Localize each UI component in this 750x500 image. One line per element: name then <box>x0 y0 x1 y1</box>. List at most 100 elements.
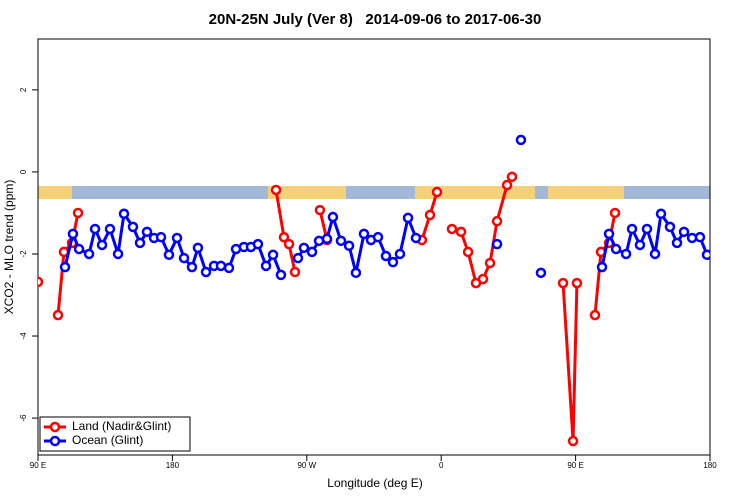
point <box>678 226 690 238</box>
legend-label: Ocean (Glint) <box>72 433 143 447</box>
plot-frame <box>37 38 711 456</box>
point <box>596 261 608 273</box>
x-tick-label: 0 <box>439 461 444 470</box>
point <box>112 248 124 260</box>
point <box>270 184 282 196</box>
point <box>701 249 710 261</box>
point <box>192 242 204 254</box>
point <box>410 232 422 244</box>
point <box>491 215 503 227</box>
point <box>215 260 227 272</box>
point <box>387 256 399 268</box>
point <box>83 248 95 260</box>
point <box>89 223 101 235</box>
x-tick-label: 90 W <box>297 461 316 470</box>
point <box>589 309 601 321</box>
point <box>275 269 287 281</box>
point <box>292 252 304 264</box>
point <box>52 309 64 321</box>
point <box>610 243 622 255</box>
land-strip <box>268 186 346 199</box>
point <box>372 231 384 243</box>
point <box>350 267 362 279</box>
legend-marker <box>49 435 61 447</box>
point <box>557 277 569 289</box>
point <box>141 226 153 238</box>
point <box>455 226 467 238</box>
y-axis-label: XCO2 - MLO trend (ppm) <box>2 180 16 315</box>
point <box>72 207 84 219</box>
y-tick-label: -2 <box>19 250 28 258</box>
point <box>515 134 527 146</box>
point <box>567 435 579 447</box>
point <box>252 238 264 250</box>
point <box>171 232 183 244</box>
x-axis-label: Longitude (deg E) <box>327 476 422 490</box>
point <box>289 266 301 278</box>
point <box>178 252 190 264</box>
point <box>402 212 414 224</box>
point <box>321 233 333 245</box>
point <box>306 246 318 258</box>
point <box>358 228 370 240</box>
x-tick-label: 180 <box>703 461 717 470</box>
point <box>186 261 198 273</box>
point <box>535 267 547 279</box>
point <box>506 171 518 183</box>
point <box>491 238 503 250</box>
point <box>671 237 683 249</box>
point <box>609 207 621 219</box>
point <box>431 186 443 198</box>
point <box>634 239 646 251</box>
point <box>571 277 583 289</box>
point <box>283 238 295 250</box>
legend-label: Land (Nadir&Glint) <box>72 419 171 433</box>
point <box>664 221 676 233</box>
point <box>694 231 706 243</box>
point <box>134 237 146 249</box>
point <box>260 260 272 272</box>
legend-marker <box>49 421 61 433</box>
point <box>343 240 355 252</box>
point <box>655 208 667 220</box>
legend-box <box>39 416 191 452</box>
y-tick-label: -6 <box>19 414 28 422</box>
point <box>127 221 139 233</box>
point <box>424 209 436 221</box>
plot-area <box>38 134 710 447</box>
point <box>67 228 79 240</box>
point <box>327 211 339 223</box>
y-tick-label: -4 <box>19 332 28 340</box>
point <box>484 257 496 269</box>
x-tick-label: 90 E <box>567 461 583 470</box>
point <box>200 266 212 278</box>
point <box>641 223 653 235</box>
point <box>314 204 326 216</box>
map-strip <box>38 186 710 199</box>
land-strip <box>548 186 624 199</box>
point <box>267 249 279 261</box>
point <box>155 231 167 243</box>
point <box>59 261 71 273</box>
point <box>335 235 347 247</box>
point <box>380 250 392 262</box>
point <box>501 179 513 191</box>
point <box>38 276 44 288</box>
land-strip <box>38 186 72 199</box>
chart-title: 20N-25N July (Ver 8) 2014-09-06 to 2017-… <box>209 11 542 28</box>
x-tick-label: 90 E <box>30 461 46 470</box>
point <box>278 231 290 243</box>
point <box>163 249 175 261</box>
point <box>104 223 116 235</box>
point <box>477 273 489 285</box>
point <box>462 246 474 258</box>
ocean-strip <box>38 186 710 199</box>
point <box>298 242 310 254</box>
point <box>394 248 406 260</box>
point <box>603 228 615 240</box>
point <box>96 239 108 251</box>
y-tick-label: 0 <box>19 169 28 174</box>
point <box>649 248 661 260</box>
y-tick-label: 2 <box>19 87 28 92</box>
